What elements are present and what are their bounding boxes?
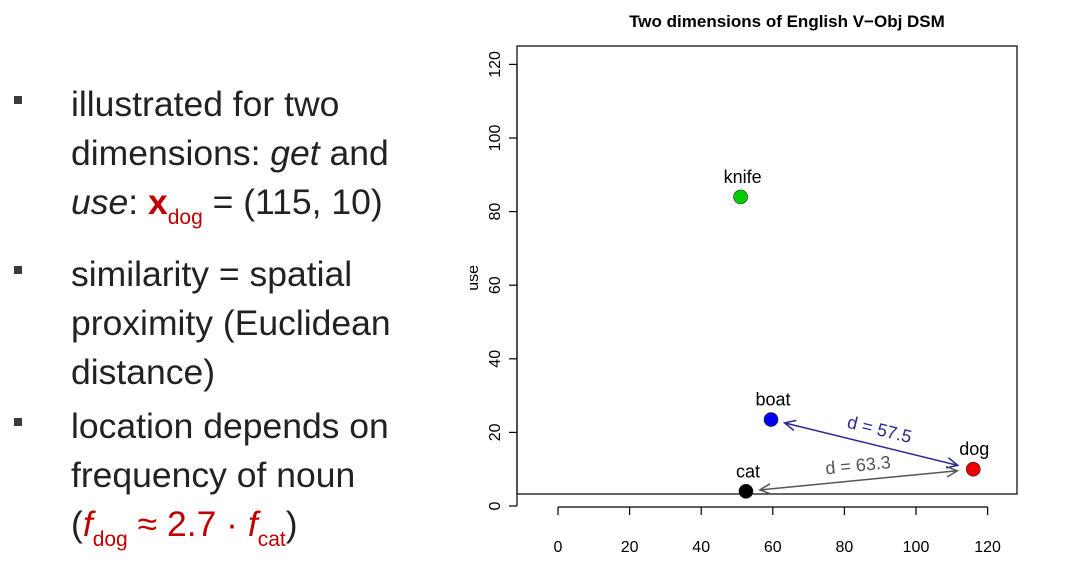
text-span: : <box>128 182 148 222</box>
point-cat: cat <box>736 461 760 499</box>
point-label: boat <box>755 390 790 410</box>
distance-label: d = 57.5 <box>845 412 913 447</box>
bullet-line: (fdog ≈ 2.7 · fcat) <box>71 500 451 564</box>
text-span: ( <box>71 504 83 544</box>
distance-arrows: d = 57.5 d = 63.3 <box>758 412 960 495</box>
vector-symbol: x <box>147 182 168 222</box>
point-marker <box>738 483 754 499</box>
vector-subscript: dog <box>167 206 203 229</box>
text-span: and <box>319 133 389 173</box>
point-marker <box>763 412 779 427</box>
chart-svg: Two dimensions of English V−Obj DSM use … <box>470 12 1018 556</box>
y-tick-label: 60 <box>487 276 504 294</box>
arrow-head <box>945 457 960 469</box>
point-dog: dog <box>959 439 989 477</box>
bullet-marker <box>14 266 22 274</box>
x-tick-label: 40 <box>692 539 710 556</box>
bullet-line: similarity = spatial <box>71 254 353 294</box>
bullet-text: similarity = spatial proximity (Euclidea… <box>71 250 451 397</box>
text-span: = (115, 10) <box>202 182 383 222</box>
dimension-use: use <box>71 182 129 222</box>
bullet-line: location depends on <box>71 406 389 446</box>
arrow-shaft <box>784 422 958 467</box>
data-points: knife boat cat dog <box>724 167 989 499</box>
y-tick-label: 40 <box>487 350 504 368</box>
arrow-head <box>945 465 960 478</box>
text-span: dimensions: <box>71 133 271 173</box>
point-label: knife <box>724 167 762 187</box>
x-tick-label: 60 <box>764 539 782 556</box>
y-axis-label: use <box>470 265 482 291</box>
x-tick-label: 0 <box>554 539 563 556</box>
y-tick-label: 80 <box>487 203 504 221</box>
bullet-line: dimensions: get and <box>71 129 451 178</box>
axes: 0 20 40 60 80 100 120 0 20 40 60 80 100 120 <box>487 51 1001 556</box>
bullet-line: use: xdog = (115, 10) <box>71 178 451 242</box>
freq-subscript: dog <box>92 528 128 551</box>
chart-title: Two dimensions of English V−Obj DSM <box>629 12 945 31</box>
arrow-shaft <box>759 470 958 491</box>
arrow-head <box>782 419 797 432</box>
point-knife: knife <box>724 167 762 205</box>
bullet-line: proximity (Euclidean <box>71 303 391 343</box>
point-boat: boat <box>755 390 791 427</box>
freq-subscript: cat <box>257 528 286 551</box>
x-tick-label: 120 <box>974 539 1001 556</box>
bullet-line: illustrated for two <box>71 84 340 124</box>
point-marker <box>965 461 981 477</box>
x-tick-label: 100 <box>903 539 930 556</box>
y-tick-label: 20 <box>487 423 504 441</box>
point-label: dog <box>959 439 989 459</box>
y-tick-label: 0 <box>487 501 504 510</box>
bullet-text: location depends on frequency of noun (f… <box>71 402 451 564</box>
text-span: ) <box>285 504 298 544</box>
y-tick-label: 100 <box>487 125 504 152</box>
freq-symbol: f <box>82 504 93 544</box>
distance-arrow: d = 63.3 <box>758 452 960 495</box>
bullet-marker <box>14 418 22 426</box>
arrow-head <box>758 483 772 495</box>
y-tick-label: 120 <box>487 51 504 78</box>
bullet-text: illustrated for two dimensions: get and … <box>71 80 451 242</box>
scatter-chart: Two dimensions of English V−Obj DSM use … <box>470 0 1079 571</box>
bullet-line: frequency of noun <box>71 455 356 495</box>
x-tick-label: 20 <box>621 539 639 556</box>
bullet-marker <box>14 96 22 104</box>
freq-symbol: f <box>247 504 258 544</box>
x-tick-label: 80 <box>836 539 854 556</box>
point-marker <box>733 189 748 205</box>
plot-frame <box>516 45 1018 495</box>
approx-text: ≈ 2.7 · <box>127 504 248 544</box>
distance-label: d = 63.3 <box>824 452 891 478</box>
dimension-get: get <box>270 133 320 173</box>
point-label: cat <box>736 461 760 481</box>
bullet-line: distance) <box>71 352 216 392</box>
